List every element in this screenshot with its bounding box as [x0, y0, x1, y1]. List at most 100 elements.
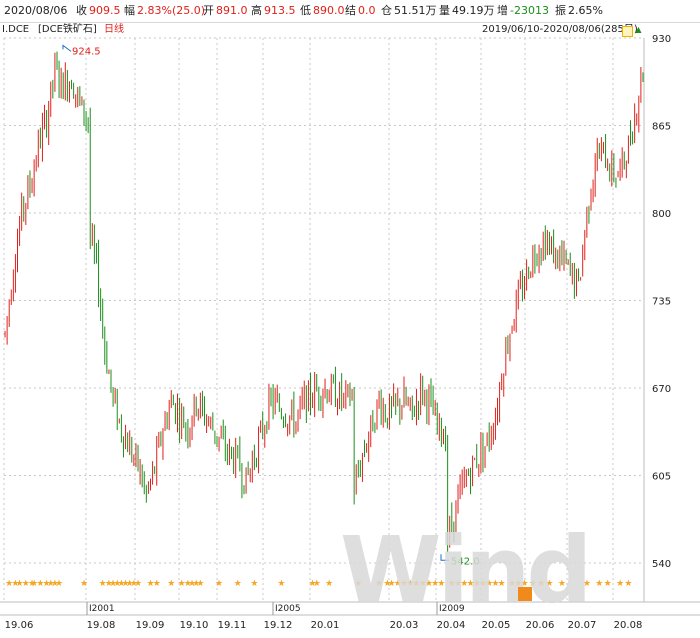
event-star-23: ★: [167, 579, 175, 589]
event-star-17: ★: [122, 579, 130, 589]
x-tick-label-5: 19.12: [264, 620, 293, 631]
event-star-33: ★: [309, 579, 317, 589]
event-star-41: ★: [400, 579, 408, 589]
event-star-39: ★: [387, 579, 395, 589]
x-tick-label-6: 20.01: [311, 620, 340, 631]
event-star-36: ★: [354, 579, 362, 589]
event-star-49: ★: [454, 579, 462, 589]
event-star-6: ★: [36, 579, 44, 589]
settle-value: 0.0: [358, 4, 376, 17]
open-value: 891.0: [216, 4, 248, 17]
event-star-37: ★: [375, 579, 383, 589]
event-star-25: ★: [184, 579, 192, 589]
x-tick-label-4: 19.11: [218, 620, 247, 631]
oi-change-label: 增: [497, 4, 508, 17]
candle-series: [4, 51, 644, 553]
event-star-28: ★: [196, 579, 204, 589]
low-value: 890.0: [313, 4, 345, 17]
event-star-40: ★: [394, 579, 402, 589]
x-tick-label-12: 20.08: [614, 620, 643, 631]
y-tick-label-6: 930: [652, 34, 671, 45]
event-star-62: ★: [545, 579, 553, 589]
x-tick-label-2: 19.09: [136, 620, 165, 631]
chart-grid: [0, 37, 700, 616]
event-star-67: ★: [616, 579, 624, 589]
legend-toggle-icon[interactable]: [622, 26, 633, 37]
y-tick-label-0: 540: [652, 559, 671, 570]
date-range: 2019/06/10-2020/08/06(285日): [482, 24, 638, 35]
x-tick-label-3: 19.10: [180, 620, 209, 631]
event-star-57: ★: [508, 579, 516, 589]
expand-arrow-icon[interactable]: ▲: [635, 25, 642, 34]
event-star-21: ★: [146, 579, 154, 589]
event-star-44: ★: [419, 579, 427, 589]
chart-subheader: I.DCE [DCE铁矿石] 日线 2019/06/10-2020/08/06(…: [0, 23, 700, 37]
contract-label-2: I2009: [439, 604, 465, 614]
amplitude-label: 振: [555, 4, 566, 17]
y-axis: 540 605 670 735 800 865 930: [652, 34, 671, 570]
event-star-35: ★: [325, 579, 333, 589]
event-star-47: ★: [437, 579, 445, 589]
contract-label-1: I2005: [275, 604, 301, 614]
event-star-66: ★: [604, 579, 612, 589]
event-star-38: ★: [383, 579, 391, 589]
event-star-59: ★: [520, 579, 528, 589]
event-star-7: ★: [43, 579, 51, 589]
volume-value: 49.19万: [452, 4, 495, 17]
settle-label: 结: [345, 4, 356, 17]
instrument-name: [DCE铁矿石]: [38, 24, 97, 35]
contract-label-0: I2001: [89, 604, 115, 614]
event-star-12: ★: [99, 579, 107, 589]
event-star-43: ★: [412, 579, 420, 589]
event-star-8: ★: [47, 579, 55, 589]
event-star-22: ★: [153, 579, 161, 589]
event-star-11: ★: [80, 579, 88, 589]
x-tick-label-11: 20.07: [568, 620, 597, 631]
event-star-24: ★: [178, 579, 186, 589]
event-star-10: ★: [55, 579, 63, 589]
event-star-65: ★: [595, 579, 603, 589]
event-star-61: ★: [537, 579, 545, 589]
event-star-63: ★: [558, 579, 566, 589]
event-star-50: ★: [460, 579, 468, 589]
event-star-64: ★: [583, 579, 591, 589]
event-star-19: ★: [130, 579, 138, 589]
change-value: 2.83%(25.0): [137, 4, 206, 17]
x-tick-label-7: 20.03: [390, 620, 419, 631]
x-axis: 19.06 19.08 19.09 19.10 19.11 19.12 20.01 20.03…: [5, 602, 643, 631]
close-value: 909.5: [89, 4, 121, 17]
close-label: 收: [76, 4, 87, 17]
event-star-42: ★: [406, 579, 414, 589]
oi-change-value: -23013: [510, 4, 549, 17]
ticker-code: I.DCE: [2, 24, 30, 35]
x-tick-label-8: 20.04: [437, 620, 466, 631]
x-tick-label-9: 20.05: [482, 620, 511, 631]
event-star-15: ★: [113, 579, 121, 589]
event-star-5: ★: [30, 579, 38, 589]
y-tick-label-2: 670: [652, 384, 671, 395]
event-star-markers: ★★★★★★★★★★★ ★ ★★★★★★★★★ ★★ ★ ★★★★★ ★ ★ ★ ★ ★★ ★ ★ ★ ★★…: [5, 579, 632, 589]
event-star-9: ★: [51, 579, 59, 589]
event-star-27: ★: [192, 579, 200, 589]
event-star-45: ★: [425, 579, 433, 589]
event-star-29: ★: [215, 579, 223, 589]
amplitude-value: 2.65%: [568, 4, 603, 17]
watermark-text: Wind: [340, 517, 592, 624]
event-star-4: ★: [28, 579, 36, 589]
open-interest-label: 仓: [381, 4, 392, 17]
quote-date: 2020/08/06: [4, 4, 68, 17]
event-star-48: ★: [448, 579, 456, 589]
y-tick-label-5: 865: [652, 122, 671, 133]
event-star-34: ★: [313, 579, 321, 589]
x-tick-label-10: 20.06: [526, 620, 555, 631]
event-star-2: ★: [16, 579, 24, 589]
y-tick-label-4: 800: [652, 209, 671, 220]
event-star-13: ★: [105, 579, 113, 589]
open-label: 开: [203, 4, 214, 17]
event-star-54: ★: [485, 579, 493, 589]
event-star-68: ★: [624, 579, 632, 589]
event-star-14: ★: [109, 579, 117, 589]
event-star-60: ★: [529, 579, 537, 589]
event-star-46: ★: [431, 579, 439, 589]
